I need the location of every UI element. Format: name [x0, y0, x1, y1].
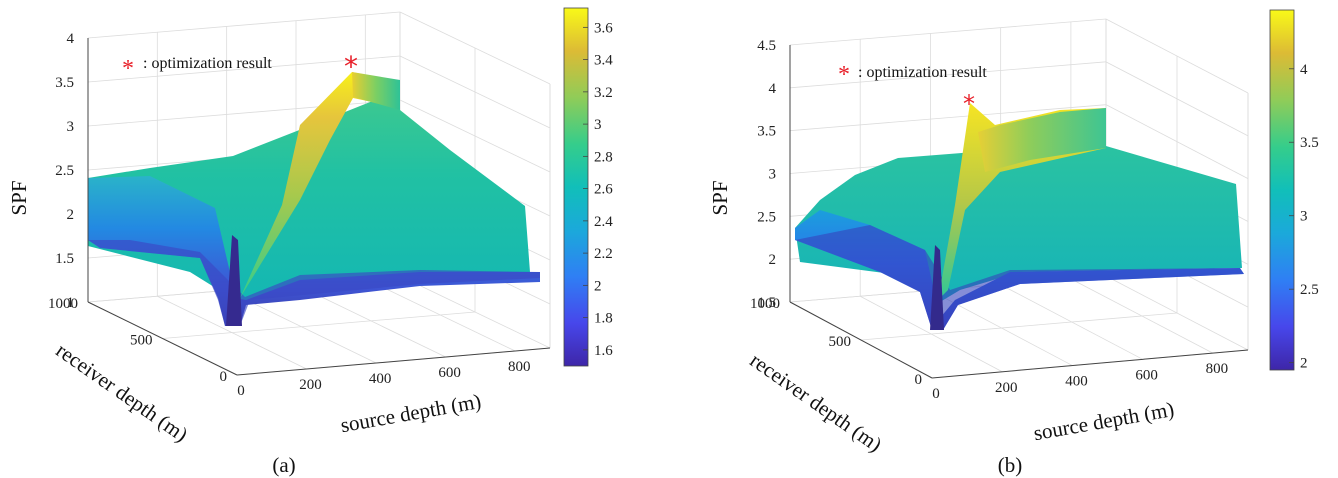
z-tick-label: 1.5 [757, 295, 776, 311]
y-axis-label: receiver depth (m) [52, 338, 193, 447]
colorbar-tick-label: 1.8 [594, 311, 613, 327]
colorbar-tick-label: 1.6 [594, 343, 613, 359]
y-tick-label: 1000 [750, 296, 780, 312]
colorbar-tick-label: 3 [1300, 209, 1308, 225]
z-tick-label: 3.5 [55, 75, 74, 91]
z-tick-label: 3 [769, 167, 777, 183]
z-axis-label: SPF [7, 180, 31, 215]
colorbar: 2 2.5 3 3.5 4 [1269, 9, 1319, 372]
x-tick-label: 0 [932, 386, 940, 402]
y-axis-label: receiver depth (m) [746, 348, 887, 457]
y-tick-label: 1000 [48, 296, 78, 312]
legend-label: : optimization result [143, 55, 272, 72]
colorbar-tick-label: 3.5 [1300, 135, 1319, 151]
z-tick-label: 2.5 [757, 209, 776, 225]
panel-caption: (a) [272, 453, 295, 477]
x-axis-label: source depth (m) [1032, 397, 1176, 445]
z-tick-label: 4 [67, 31, 75, 47]
legend-marker: * [838, 62, 850, 88]
colorbar-tick-label: 2.5 [1300, 282, 1319, 298]
y-tick-label: 500 [130, 333, 153, 349]
colorbar-tick-label: 3 [594, 117, 602, 133]
surface [88, 72, 540, 326]
x-tick-label: 400 [1065, 374, 1088, 390]
z-tick-label: 1 [67, 295, 75, 311]
z-tick-label: 3 [67, 119, 75, 135]
colorbar: 1.6 1.8 2 2.2 2.4 2.6 2.8 3 3.2 3.4 3.6 [563, 7, 613, 367]
legend-marker: * [122, 56, 134, 82]
colorbar-tick-label: 2 [594, 278, 602, 294]
y-tick-label: 0 [220, 369, 228, 385]
colorbar-tick-label: 2.6 [594, 182, 613, 198]
colorbar-tick-label: 3.6 [594, 20, 613, 36]
surface [795, 103, 1244, 330]
x-tick-label: 600 [438, 365, 461, 381]
legend-label: : optimization result [858, 64, 987, 81]
z-tick-label: 4.5 [757, 38, 776, 54]
z-axis-label: SPF [708, 180, 732, 215]
colorbar-tick-label: 3.4 [594, 53, 613, 69]
panel-caption: (b) [998, 453, 1023, 477]
z-tick-label: 2.5 [55, 163, 74, 179]
x-tick-label: 200 [995, 380, 1018, 396]
x-tick-label: 400 [369, 371, 392, 387]
colorbar-tick-label: 3.2 [594, 85, 613, 101]
colorbar-tick-label: 4 [1300, 62, 1308, 78]
colorbar-tick-label: 2.4 [594, 214, 613, 230]
y-tick-label: 500 [829, 334, 852, 350]
z-tick-label: 1.5 [55, 251, 74, 267]
x-tick-label: 800 [1206, 361, 1229, 377]
x-tick-label: 200 [299, 377, 322, 393]
colorbar-tick-label: 2.8 [594, 149, 613, 165]
colorbar-tick-label: 2 [1300, 356, 1308, 372]
optimization-marker: * [963, 90, 975, 118]
x-tick-label: 600 [1135, 367, 1158, 383]
x-tick-label: 0 [237, 383, 245, 399]
y-tick-label: 0 [915, 372, 923, 388]
optimization-marker: * [344, 50, 358, 83]
x-axis-label: source depth (m) [339, 389, 483, 437]
x-tick-label: 800 [508, 359, 531, 375]
colorbar-tick-label: 2.2 [594, 246, 613, 262]
z-tick-label: 3.5 [757, 124, 776, 140]
z-tick-label: 4 [769, 81, 777, 97]
z-tick-label: 2 [67, 207, 75, 223]
z-tick-label: 2 [769, 252, 777, 268]
